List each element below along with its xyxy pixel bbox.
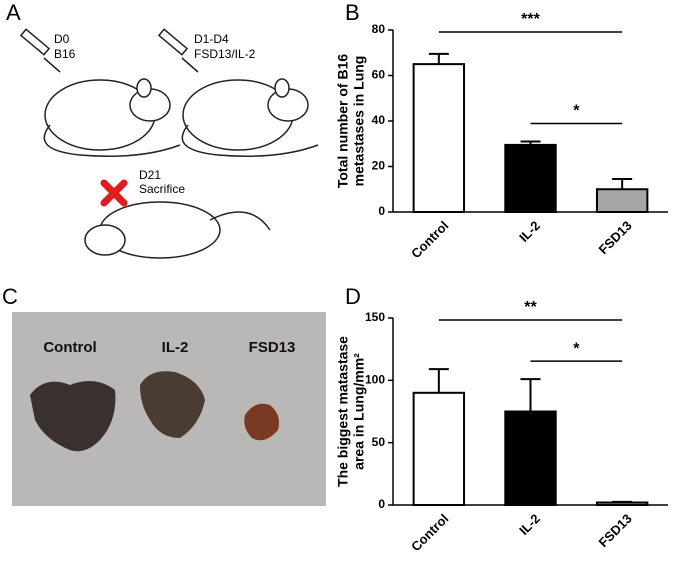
y-tick-label: 0: [378, 204, 385, 218]
photo-label: Control: [43, 339, 96, 356]
y-tick-label: 40: [372, 113, 386, 127]
bar: [595, 501, 649, 506]
significance-label: ***: [521, 11, 540, 28]
x-tick-label: Control: [408, 218, 451, 261]
x-tick-label: Control: [408, 511, 451, 554]
step-label: Sacrifice: [139, 182, 185, 196]
y-axis-label: The biggest matastase: [335, 336, 351, 487]
y-tick-label: 60: [372, 68, 386, 82]
mouse-illustration: [19, 28, 319, 259]
panel-label: B: [345, 0, 360, 25]
y-tick-label: 100: [365, 373, 385, 387]
y-tick-label: 0: [378, 497, 385, 511]
significance-label: *: [573, 103, 580, 120]
significance-label: *: [573, 340, 580, 357]
step-label: D1-D4: [194, 32, 229, 46]
photo: [12, 312, 326, 506]
step-label: D21: [139, 168, 161, 182]
red-cross: [100, 179, 128, 207]
y-axis-label: area in Lung/mm²: [351, 353, 367, 470]
bar: [595, 188, 649, 213]
photo-label: IL-2: [162, 339, 189, 356]
panel-label: D: [345, 284, 361, 309]
y-tick-label: 20: [372, 159, 386, 173]
x-tick-label: FSD13: [595, 511, 634, 550]
panel-label: C: [2, 284, 18, 309]
step-label: FSD13/IL-2: [194, 47, 256, 61]
significance-label: **: [524, 299, 537, 316]
x-tick-label: IL-2: [516, 511, 543, 538]
y-tick-label: 80: [372, 22, 386, 36]
x-tick-label: FSD13: [595, 218, 634, 257]
y-axis-label: metastases in Lung: [351, 56, 367, 187]
bar: [412, 391, 466, 506]
bar: [504, 143, 557, 213]
y-axis-label: Total number of B16: [335, 54, 351, 189]
step-label: D0: [54, 32, 70, 46]
y-tick-label: 50: [372, 435, 386, 449]
photo-label: FSD13: [249, 339, 296, 356]
step-label: B16: [54, 47, 76, 61]
y-tick-label: 150: [365, 310, 385, 324]
bar: [504, 410, 557, 506]
x-tick-label: IL-2: [516, 218, 543, 245]
panel-label: A: [6, 0, 21, 25]
bar: [412, 63, 466, 213]
